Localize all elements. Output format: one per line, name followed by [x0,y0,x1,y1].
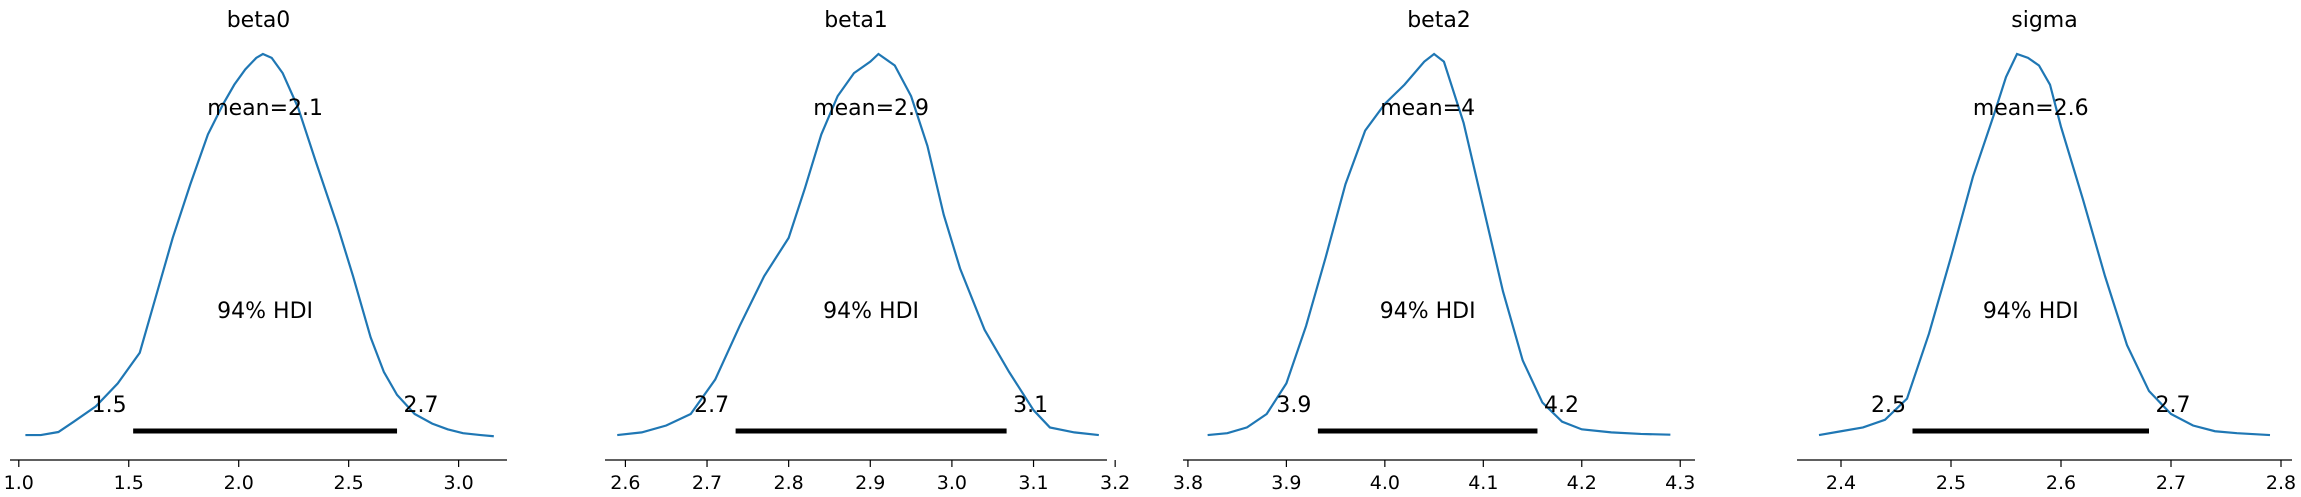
panel-title: sigma [2011,8,2077,33]
x-tick-label: 2.7 [2156,472,2186,494]
x-tick-label: 2.5 [1936,472,1966,494]
x-tick-label: 3.8 [1173,472,1203,494]
panel-title: beta2 [1407,8,1471,33]
x-tick-label: 2.8 [2266,472,2296,494]
panel-beta1: beta1 mean=2.9 94% HDI 2.7 3.1 2.6 2.7 2.8 2.9 3.… [605,8,1130,494]
density-curve [1818,52,2271,437]
x-tick-label: 1.5 [114,472,144,494]
x-tick-label: 2.6 [2046,472,2076,494]
x-tick-label: 2.7 [692,472,722,494]
hdi-low-label: 2.5 [1871,393,1906,418]
x-tick-label: 3.9 [1271,472,1301,494]
x-tick-label: 4.2 [1567,472,1597,494]
density-curve [1207,52,1671,437]
mean-label: mean=2.1 [207,96,323,121]
hdi-high-label: 2.7 [2156,393,2191,418]
x-tick-label: 1.0 [4,472,34,494]
mean-label: mean=2.9 [813,96,929,121]
x-tick-label: 2.8 [774,472,804,494]
hdi-label: 94% HDI [1983,299,2079,324]
x-tick-label: 4.1 [1468,472,1498,494]
x-tick-label: 2.5 [334,472,364,494]
density-curve [25,52,494,438]
hdi-label: 94% HDI [217,299,313,324]
density-curve [617,52,1099,437]
x-tick-label: 2.4 [1826,472,1856,494]
hdi-high-label: 3.1 [1013,393,1048,418]
panel-title: beta0 [227,8,291,33]
x-tick-label: 3.1 [1018,472,1048,494]
x-tick-label: 2.9 [855,472,885,494]
mean-label: mean=2.6 [1973,96,2089,121]
hdi-high-label: 4.2 [1544,393,1579,418]
hdi-low-label: 1.5 [92,393,127,418]
panel-sigma: sigma mean=2.6 94% HDI 2.5 2.7 2.4 2.5 2.6 2.7 2.… [1797,8,2296,494]
hdi-label: 94% HDI [1380,299,1476,324]
panel-beta2: beta2 mean=4 94% HDI 3.9 4.2 3.8 3.9 4.0 4.1 4.2 4… [1173,8,1696,494]
hdi-low-label: 3.9 [1276,393,1311,418]
x-tick-label: 4.0 [1370,472,1400,494]
panel-beta0: beta0 mean=2.1 94% HDI 1.5 2.7 1.0 1.5 2.0 2.5 3.… [4,8,507,494]
mean-label: mean=4 [1380,96,1475,121]
hdi-high-label: 2.7 [404,393,439,418]
x-tick-label: 4.3 [1665,472,1695,494]
panel-title: beta1 [824,8,888,33]
x-tick-label: 3.2 [1100,472,1130,494]
x-tick-label: 2.6 [610,472,640,494]
hdi-label: 94% HDI [823,299,919,324]
x-tick-label: 3.0 [444,472,474,494]
x-tick-label: 3.0 [937,472,967,494]
hdi-low-label: 2.7 [694,393,729,418]
x-tick-label: 2.0 [224,472,254,494]
